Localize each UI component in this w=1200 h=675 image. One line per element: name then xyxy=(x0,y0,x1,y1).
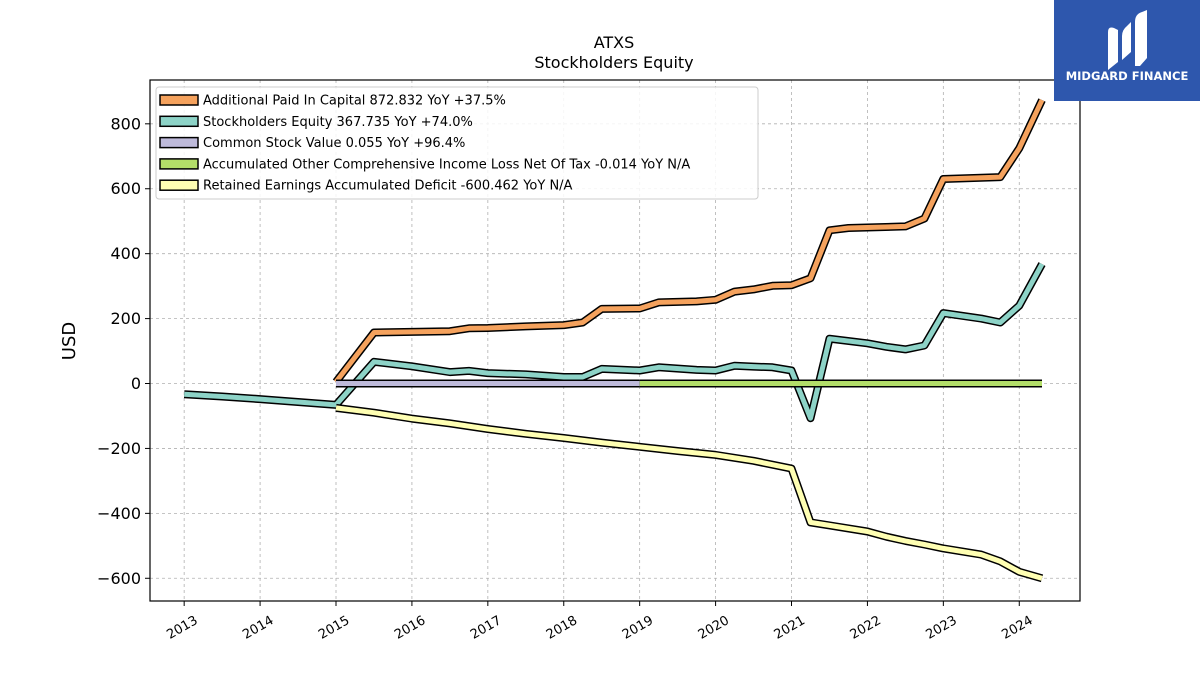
y-axis-ticks: −600 −400 −200 0 200 400 600 800 xyxy=(97,114,150,588)
chart-title: ATXS xyxy=(594,33,635,52)
chart-subtitle: Stockholders Equity xyxy=(534,53,693,72)
legend-item: Common Stock Value 0.055 YoY +96.4% xyxy=(159,136,465,151)
y-axis-label: USD xyxy=(59,322,80,360)
legend-item: Additional Paid In Capital 872.832 YoY +… xyxy=(159,94,506,109)
series-line-2 xyxy=(183,262,1046,423)
y-tick-label: −200 xyxy=(97,439,141,458)
y-tick-label: 0 xyxy=(131,374,141,393)
series-line-5 xyxy=(335,403,1044,583)
y-tick-label: −400 xyxy=(97,504,141,523)
legend-item: Stockholders Equity 367.735 YoY +74.0% xyxy=(159,115,473,130)
legend-item: Accumulated Other Comprehensive Income L… xyxy=(159,157,690,172)
legend-label: Accumulated Other Comprehensive Income L… xyxy=(203,157,690,172)
y-tick-label: 400 xyxy=(110,244,141,263)
legend-swatch xyxy=(159,136,199,149)
plot-series xyxy=(183,98,1046,583)
legend-swatch xyxy=(159,115,199,128)
legend-swatch xyxy=(159,94,199,106)
logo-mark-icon xyxy=(1108,10,1147,70)
y-tick-label: 200 xyxy=(110,309,141,328)
legend: Additional Paid In Capital 872.832 YoY +… xyxy=(155,86,759,200)
midgard-finance-logo: MIDGARD FINANCE xyxy=(1054,0,1200,101)
legend-box xyxy=(155,86,759,200)
legend-label: Additional Paid In Capital 872.832 YoY +… xyxy=(203,94,506,109)
logo-text: MIDGARD FINANCE xyxy=(1066,69,1189,83)
legend-label: Retained Earnings Accumulated Deficit -6… xyxy=(203,179,573,194)
legend-swatch xyxy=(159,158,199,170)
legend-label: Common Stock Value 0.055 YoY +96.4% xyxy=(203,136,465,151)
y-tick-label: 600 xyxy=(110,179,141,198)
plot-frame xyxy=(149,79,1081,602)
legend-label: Stockholders Equity 367.735 YoY +74.0% xyxy=(203,115,473,130)
legend-swatch xyxy=(159,179,199,191)
series-line-1 xyxy=(332,98,1046,385)
legend-item: Retained Earnings Accumulated Deficit -6… xyxy=(159,179,573,194)
y-tick-label: −600 xyxy=(97,569,141,588)
y-tick-label: 800 xyxy=(110,114,141,133)
